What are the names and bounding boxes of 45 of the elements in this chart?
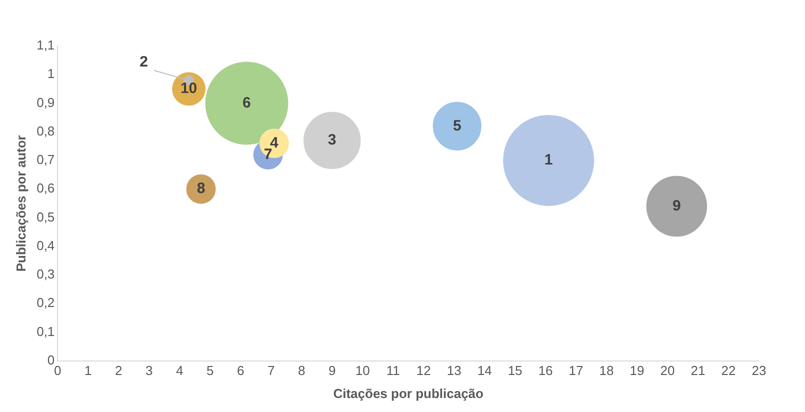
x-tick-label: 10 [355,363,370,378]
text: 2 [140,53,148,70]
y-tick-label: 1 [47,66,55,82]
x-tick-label: 18 [599,363,614,378]
x-tick-label: 17 [568,363,584,378]
y-tick-label: 0 [47,352,55,368]
x-tick-label: 14 [477,363,492,378]
y-tick-label: 0,5 [36,209,55,224]
x-tick-label: 13 [446,363,462,378]
series-label: 1 [544,152,553,169]
y-tick-label: 0,3 [36,266,55,282]
x-tick-label: 3 [146,363,153,378]
y-tick-label: 0,7 [36,152,55,168]
x-tick-label: 1 [84,363,92,378]
series-label: 9 [672,197,681,214]
x-tick-label: 4 [176,363,184,378]
x-tick-label: 6 [237,363,244,378]
x-tick-label: 12 [416,363,431,378]
y-tick-label: 0,1 [36,324,55,339]
x-tick-label: 19 [630,363,644,378]
y-tick-label: 0,9 [36,94,55,110]
x-tick-label: 16 [538,363,553,378]
y-tick-label: 1,1 [36,38,55,53]
x-axis-title: Citações por publicação [333,386,484,401]
x-tick-label: 15 [508,363,522,378]
x-tick-label: 21 [690,363,706,378]
x-tick-label: 20 [660,363,675,378]
series-label: 5 [452,117,462,134]
y-tick-label: 0,8 [36,123,55,138]
y-tick-label: 0,4 [36,238,55,253]
x-tick-label: 9 [328,363,336,378]
x-tick-label: 11 [386,363,400,378]
series-label: 6 [242,94,251,112]
y-tick-label: 0,6 [36,180,55,196]
x-tick-label: 22 [721,363,736,378]
x-tick-label: 8 [298,363,306,378]
series-label: 3 [328,132,336,149]
y-tick-label: 0,2 [36,295,55,310]
series-label: 10 [180,80,198,98]
x-tick-label: 23 [752,363,766,378]
x-tick-label: 7 [268,363,275,378]
y-axis-title: Publicações por autor [13,135,28,272]
x-tick-label: 2 [115,363,122,378]
x-tick-label: 5 [206,363,214,378]
series-label: 8 [196,180,206,198]
